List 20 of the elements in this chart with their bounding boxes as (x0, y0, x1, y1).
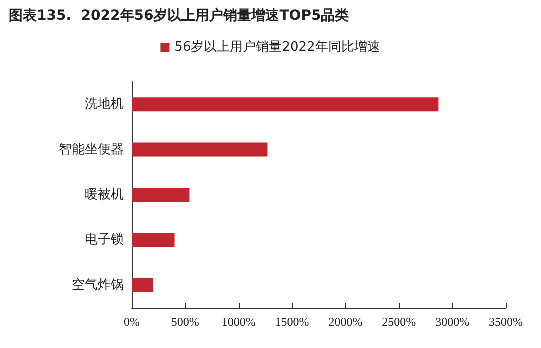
x-tick-label: 2000% (328, 315, 363, 329)
bar (132, 98, 439, 112)
y-tick-label: 空气炸锅 (72, 278, 124, 293)
x-tick-label: 1500% (275, 315, 310, 329)
y-tick-label: 洗地机 (85, 97, 124, 112)
x-tick-label: 2500% (382, 315, 416, 329)
y-tick-label: 暖被机 (85, 188, 124, 202)
chart-title: 图表135. 2022年56岁以上用户销量增速TOP5品类 (9, 7, 350, 24)
x-tick-label: 1000% (222, 315, 256, 329)
legend-label: 56岁以上用户销量2022年同比增速 (174, 40, 380, 55)
x-tick-label: 3000% (436, 315, 470, 329)
x-tick-label: 500% (171, 315, 200, 329)
y-tick-label: 电子锁 (85, 232, 124, 248)
y-tick-label: 智能坐便器 (59, 142, 124, 158)
x-tick-label: 3500% (489, 315, 523, 329)
x-tick-label: 0% (124, 315, 140, 329)
bar (132, 142, 268, 157)
bar (132, 233, 175, 248)
bar (132, 278, 154, 292)
bar (132, 188, 190, 202)
